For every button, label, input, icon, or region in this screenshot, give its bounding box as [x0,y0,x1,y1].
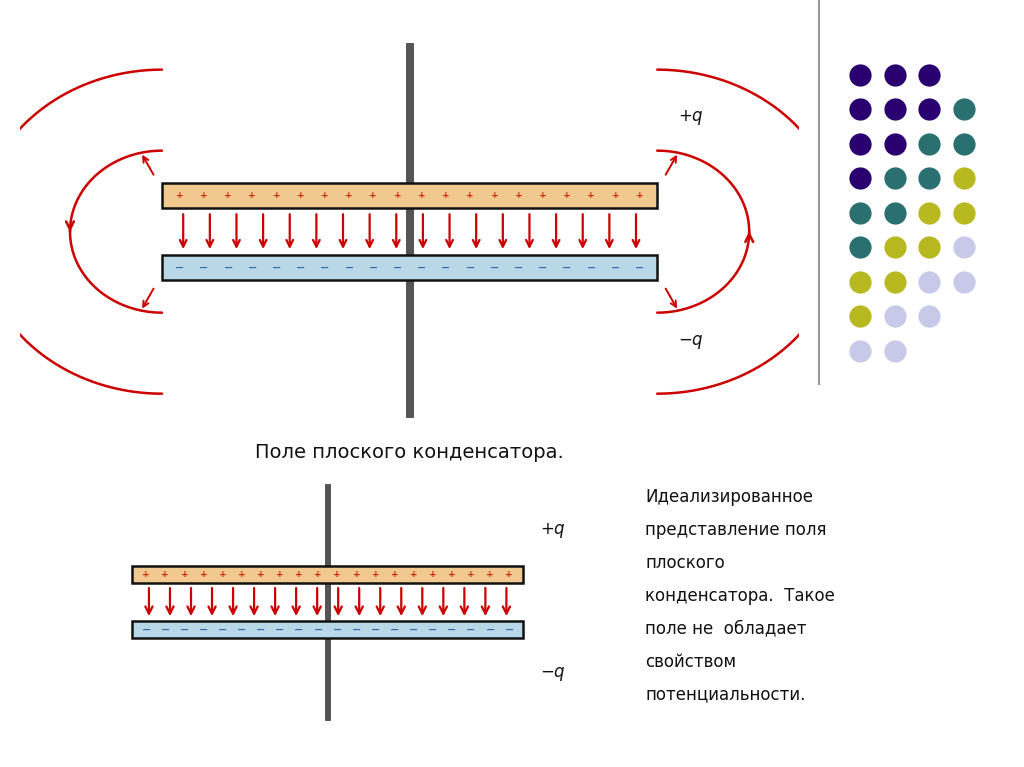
Text: +: + [539,191,547,200]
Text: −: − [294,624,304,634]
Text: +: + [176,191,183,200]
Text: +: + [506,570,513,579]
Text: −: − [466,262,475,272]
Text: +: + [272,191,281,200]
Text: +: + [370,191,377,200]
Text: −: − [514,262,523,272]
Text: −: − [271,262,282,272]
Text: +: + [162,570,169,579]
Text: Идеализированное: Идеализированное [645,489,813,506]
Text: +: + [418,191,426,200]
Bar [132,621,523,638]
Text: −: − [562,262,571,272]
Text: +: + [429,570,436,579]
Text: +: + [442,191,450,200]
Text: −: − [200,262,209,272]
Text: +: + [322,191,329,200]
Text: −: − [538,262,548,272]
Text: +: + [490,191,498,200]
Text: $+q$: $+q$ [679,108,705,127]
Text: +: + [334,570,341,579]
Text: +: + [393,191,401,200]
Text: −: − [248,262,257,272]
Text: +: + [636,191,643,200]
Text: −: − [371,624,380,634]
Text: −: − [199,624,208,634]
Text: $+q$: $+q$ [540,521,566,540]
Text: −: − [417,262,426,272]
Text: +: + [314,570,322,579]
Text: −: − [369,262,378,272]
Text: −: − [275,624,285,634]
Text: −: − [485,624,495,634]
Text: −: − [161,624,170,634]
Text: +: + [224,191,231,200]
Text: +: + [611,191,620,200]
Text: свойством: свойством [645,653,736,670]
Text: +: + [352,570,360,579]
Text: −: − [489,262,499,272]
Text: Поле плоского конденсатора.: Поле плоского конденсатора. [255,443,564,462]
Text: −: − [175,262,184,272]
Text: −: − [333,624,342,634]
Text: −: − [321,262,330,272]
Text: −: − [218,624,227,634]
Text: +: + [249,191,256,200]
Text: −: − [351,624,361,634]
Text: −: − [313,624,323,634]
Text: потенциальности.: потенциальности. [645,686,806,703]
Text: конденсатора.  Такое: конденсатора. Такое [645,587,835,605]
Text: −: − [296,262,305,272]
Text: +: + [372,570,379,579]
Text: −: − [223,262,232,272]
Text: −: − [179,624,189,634]
Bar [162,255,657,280]
Text: −: − [610,262,620,272]
Text: −: − [428,624,437,634]
Text: −: − [466,624,476,634]
Text: +: + [466,191,474,200]
Text: +: + [486,570,494,579]
Text: −: − [409,624,419,634]
Bar [132,566,523,583]
Text: −: − [393,262,402,272]
Bar [162,183,657,209]
Text: +: + [180,570,188,579]
Text: −: − [141,624,151,634]
Text: +: + [257,570,264,579]
Text: −: − [505,624,514,634]
Text: −: − [635,262,644,272]
Text: +: + [295,570,303,579]
Text: представление поля: представление поля [645,521,826,539]
Text: +: + [563,191,570,200]
Text: поле не  обладает: поле не обладает [645,620,807,638]
Text: +: + [588,191,595,200]
Text: +: + [410,570,418,579]
Text: +: + [297,191,304,200]
Text: −: − [447,624,457,634]
Text: +: + [238,570,246,579]
Text: $-q$: $-q$ [540,665,566,683]
Text: +: + [515,191,522,200]
Text: −: − [344,262,353,272]
Text: −: − [256,624,265,634]
Text: +: + [219,570,226,579]
Text: +: + [200,191,208,200]
Text: +: + [449,570,456,579]
Text: +: + [276,570,284,579]
Text: плоского: плоского [645,554,725,572]
Text: −: − [237,624,247,634]
Text: −: − [441,262,451,272]
Bar [407,43,413,417]
Text: −: − [390,624,399,634]
Text: $-q$: $-q$ [679,334,705,351]
Text: +: + [345,191,353,200]
Text: −: − [587,262,596,272]
Text: +: + [142,570,150,579]
Bar [325,484,331,720]
Text: +: + [467,570,475,579]
Text: +: + [200,570,207,579]
Text: +: + [391,570,398,579]
